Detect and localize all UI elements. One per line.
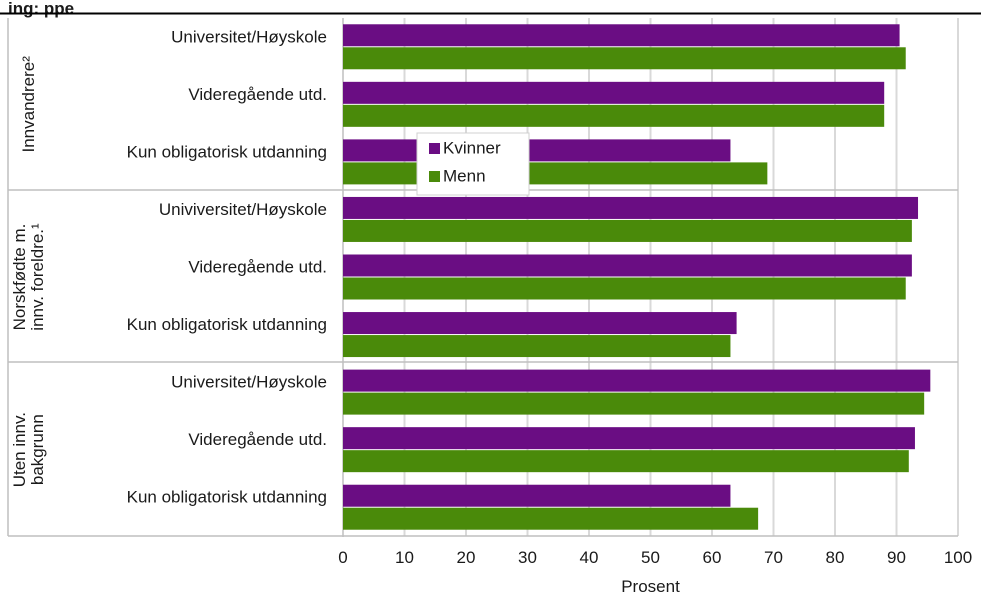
x-axis-title: Prosent [621,577,680,596]
bar-kvinner [343,139,731,162]
legend-label: Menn [443,166,486,185]
category-label: Univiversitet/Høyskole [159,200,327,219]
bar-menn [343,392,925,415]
x-tick-label: 10 [395,548,414,567]
group-label: innv. foreldre.¹ [28,223,47,331]
category-label: Kun obligatorisk utdanning [127,488,327,507]
group-label: Uten innv. [10,412,29,487]
legend-label: Kvinner [443,138,501,157]
category-label: Universitet/Høyskole [171,27,327,46]
x-tick-label: 90 [887,548,906,567]
bar-kvinner [343,369,931,392]
bar-menn [343,277,906,300]
category-label: Kun obligatorisk utdanning [127,142,327,161]
bar-menn [343,507,759,530]
bar-kvinner [343,484,731,507]
category-label: Universitet/Høyskole [171,373,327,392]
x-tick-label: 60 [703,548,722,567]
bar-kvinner [343,196,919,219]
bar-kvinner [343,254,912,277]
bar-menn [343,450,909,473]
group-label: Innvandrere² [19,56,38,153]
x-tick-label: 80 [826,548,845,567]
x-tick-label: 20 [457,548,476,567]
x-tick-label: 30 [518,548,537,567]
x-tick-label: 50 [641,548,660,567]
bar-kvinner [343,24,900,47]
category-label: Videregående utd. [188,85,327,104]
bar-kvinner [343,427,915,450]
x-tick-label: 100 [944,548,972,567]
bar-kvinner [343,81,885,104]
bar-menn [343,47,906,70]
bar-menn [343,104,885,127]
x-tick-label: 70 [764,548,783,567]
group-label: bakgrunn [28,414,47,485]
bar-kvinner [343,312,737,335]
bar-menn [343,219,912,242]
plot-area: 0 10 20 30 40 50 60 70 80 90 100 Innvandrere² Univer… [7,18,972,596]
category-label: Videregående utd. [188,257,327,276]
bar-menn [343,335,731,358]
header-fragment: ing: ppe [8,0,74,18]
x-tick-label: 0 [338,548,347,567]
category-label: Kun obligatorisk utdanning [127,315,327,334]
legend-swatch-menn [429,171,440,182]
legend-swatch-kvinner [429,143,440,154]
bar-menn [343,162,768,185]
x-tick-label: 40 [580,548,599,567]
group-label: Norskfødte m. [10,224,29,331]
category-label: Videregående utd. [188,430,327,449]
